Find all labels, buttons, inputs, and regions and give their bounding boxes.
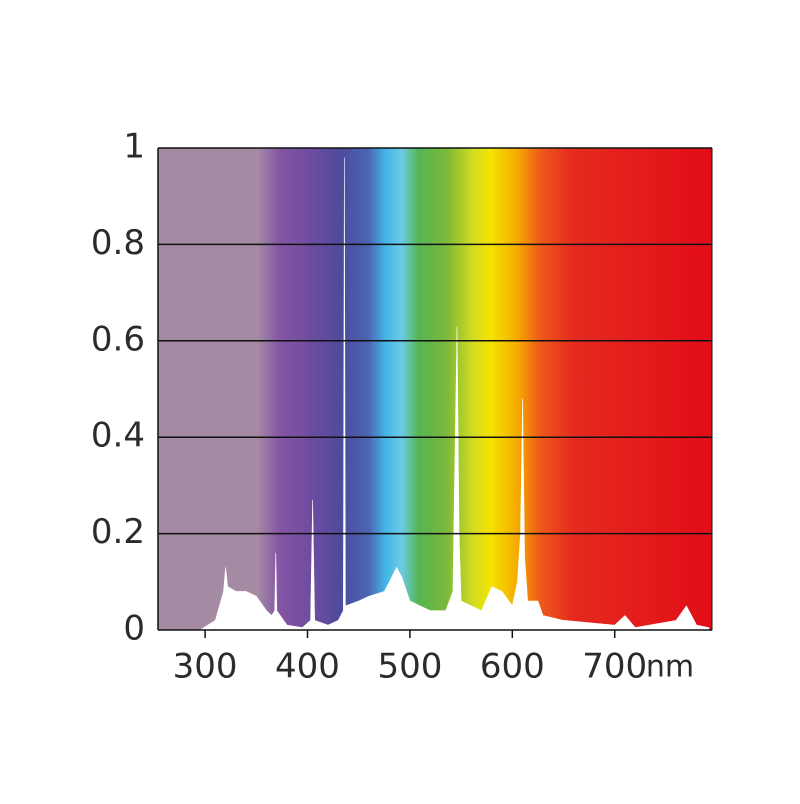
spectrum-background xyxy=(158,148,712,630)
y-tick-label: 0 xyxy=(123,609,145,649)
y-tick-label: 0.6 xyxy=(91,319,145,359)
y-tick-label: 0.2 xyxy=(91,512,145,552)
x-tick-label: 600 xyxy=(480,647,545,687)
x-axis-label: nm xyxy=(646,650,694,685)
x-tick-label: 400 xyxy=(275,647,340,687)
y-tick-label: 1 xyxy=(123,127,145,167)
x-tick-label: 500 xyxy=(377,647,442,687)
spectrum-area xyxy=(198,157,710,631)
x-tick-label: 300 xyxy=(173,647,238,687)
y-tick-label: 0.4 xyxy=(91,416,145,456)
x-tick-label: 700 xyxy=(582,647,647,687)
y-tick-label: 0.8 xyxy=(91,223,145,263)
